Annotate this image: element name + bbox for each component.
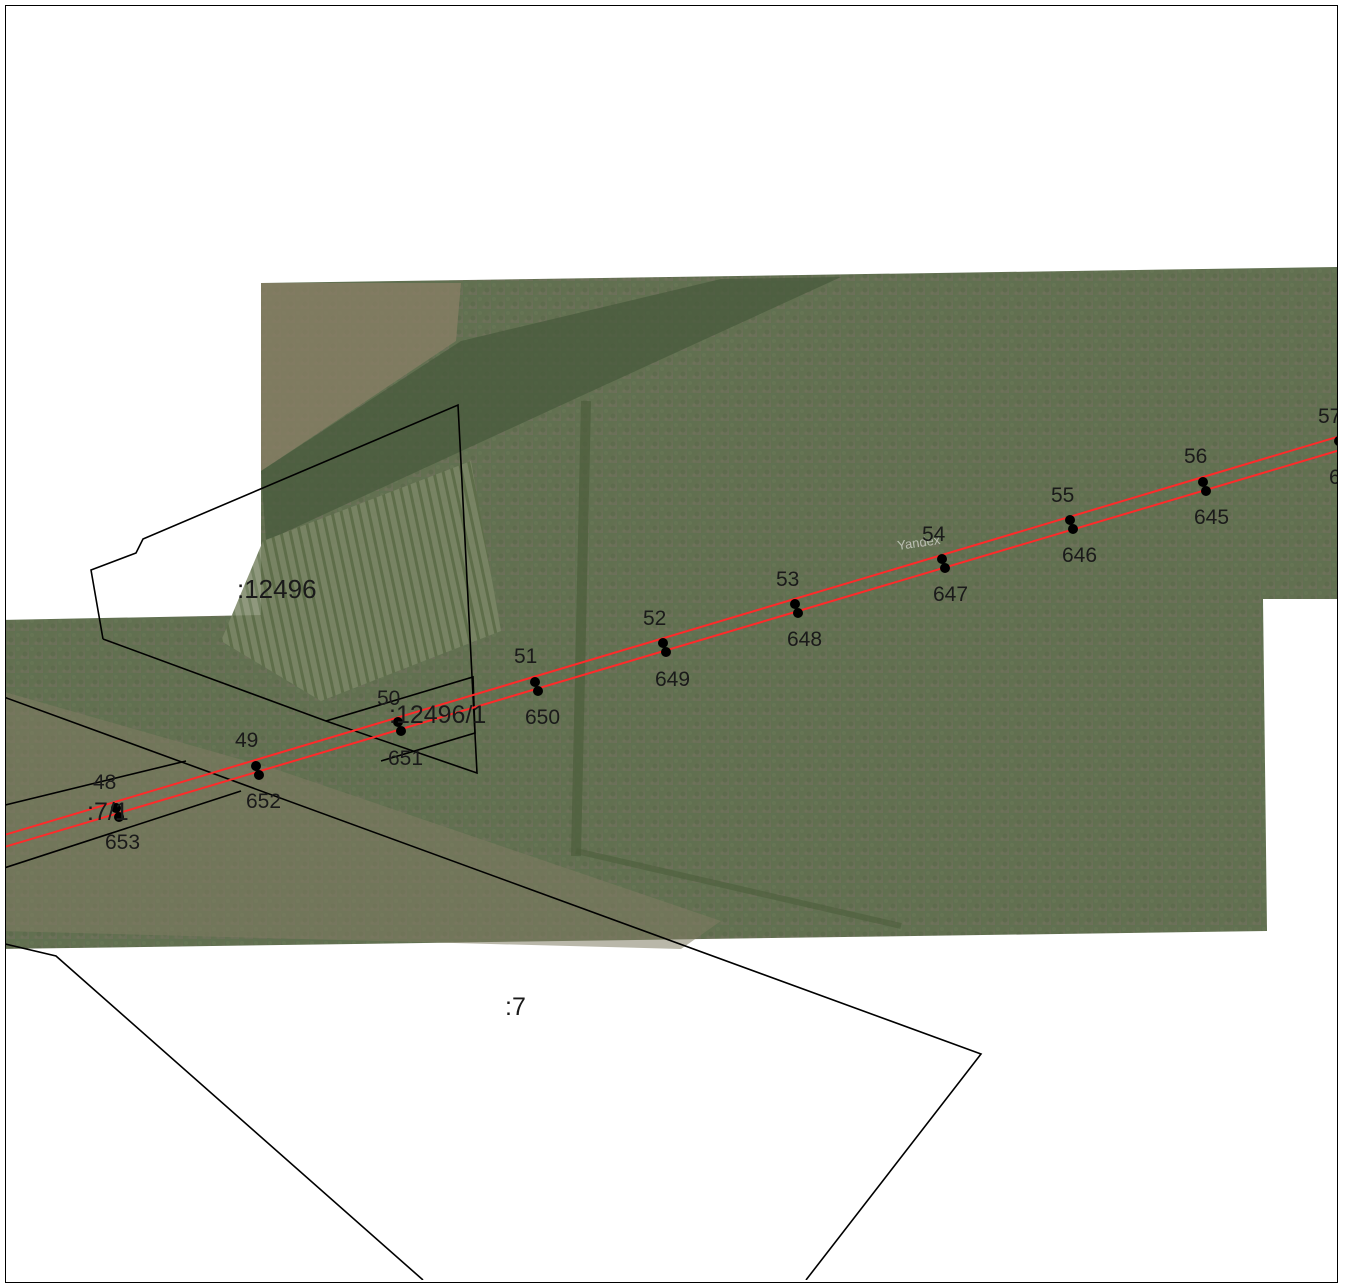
point-label-56: 56 — [1184, 445, 1207, 468]
tree-belt — [261, 277, 841, 541]
point-648 — [793, 608, 803, 618]
upper-point-labels: 48 49 50 51 52 53 54 55 56 57 — [93, 405, 1338, 794]
point-653 — [114, 812, 124, 822]
point-650 — [533, 686, 543, 696]
point-label-48: 48 — [93, 771, 116, 794]
point-label-55: 55 — [1051, 484, 1074, 507]
point-53 — [790, 599, 800, 609]
point-646 — [1068, 524, 1078, 534]
point-50 — [393, 717, 403, 727]
point-label-650: 650 — [525, 706, 560, 729]
point-label-49: 49 — [235, 729, 258, 752]
parcel-7-1-lower-edge — [6, 790, 242, 869]
point-label-6: 6 — [1329, 466, 1338, 489]
map-canvas: Yandex 48 49 50 51 52 53 54 55 56 57 653… — [6, 267, 1338, 1280]
parcel-12496-1-boundary — [325, 675, 476, 762]
point-label-54: 54 — [922, 523, 946, 546]
parcel-12496-boundary — [90, 403, 478, 775]
parcel-label-12496: :12496 — [237, 574, 317, 604]
parcel-7-boundary — [6, 696, 983, 1280]
point-label-651: 651 — [388, 747, 423, 770]
vineyard-block — [221, 461, 501, 701]
parcel-label-7-1: :7/1 — [87, 798, 129, 826]
point-649 — [661, 647, 671, 657]
parcel-label-12496-1: :12496/1 — [389, 701, 486, 729]
point-label-649: 649 — [655, 668, 690, 691]
point-51 — [530, 677, 540, 687]
point-57 — [1334, 436, 1337, 446]
point-6 — [1337, 445, 1338, 455]
point-label-646: 646 — [1062, 544, 1097, 567]
point-label-51: 51 — [514, 645, 537, 668]
route-line-lower — [6, 449, 1337, 848]
point-label-57: 57 — [1318, 405, 1338, 428]
point-label-652: 652 — [246, 790, 281, 813]
point-56 — [1198, 477, 1208, 487]
point-651 — [396, 726, 406, 736]
point-49 — [251, 761, 261, 771]
point-48 — [111, 803, 121, 813]
point-label-53: 53 — [776, 568, 799, 591]
plowed-field — [261, 283, 461, 471]
drainage-ditch-lower — [575, 848, 902, 929]
map-frame: Yandex 48 49 50 51 52 53 54 55 56 57 653… — [5, 5, 1338, 1283]
drainage-ditch — [571, 400, 591, 857]
route-lines — [6, 435, 1337, 848]
route-line-upper — [6, 435, 1337, 836]
point-647 — [940, 563, 950, 573]
parcel-7-1-upper-edge — [6, 760, 187, 806]
parcel-7-left-boundary — [6, 943, 424, 1280]
point-label-52: 52 — [643, 607, 666, 630]
lower-point-labels: 653 652 651 650 649 648 647 646 645 6 — [105, 466, 1338, 854]
point-55 — [1065, 515, 1075, 525]
parcel-boundaries — [6, 403, 983, 1280]
point-label-648: 648 — [787, 628, 822, 651]
point-652 — [254, 770, 264, 780]
point-645 — [1201, 486, 1211, 496]
imagery-watermark: Yandex — [896, 532, 941, 553]
point-label-647: 647 — [933, 583, 968, 606]
parcel-label-7: :7 — [505, 993, 526, 1021]
dirt-road — [6, 692, 721, 949]
point-54 — [937, 554, 947, 564]
point-52 — [658, 638, 668, 648]
point-label-653: 653 — [105, 831, 140, 854]
point-label-645: 645 — [1194, 506, 1229, 529]
boundary-points — [111, 436, 1338, 822]
point-label-50: 50 — [377, 687, 400, 710]
